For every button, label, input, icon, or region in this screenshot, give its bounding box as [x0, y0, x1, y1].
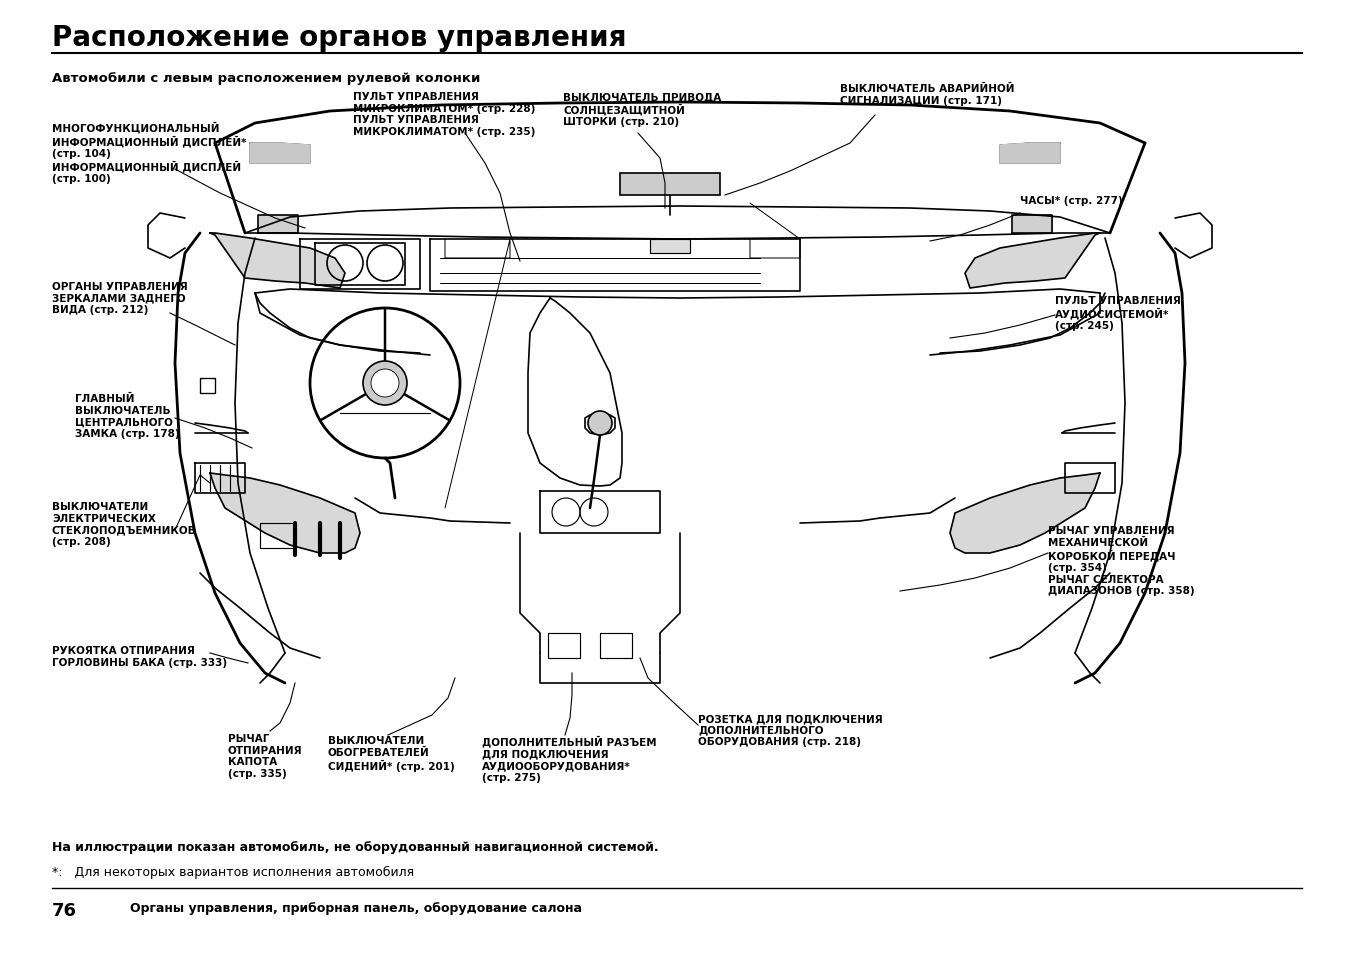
- Polygon shape: [210, 233, 345, 289]
- Text: ОРГАНЫ УПРАВЛЕНИЯ
ЗЕРКАЛАМИ ЗАДНЕГО
ВИДА (стр. 212): ОРГАНЫ УПРАВЛЕНИЯ ЗЕРКАЛАМИ ЗАДНЕГО ВИДА…: [51, 282, 188, 314]
- Polygon shape: [951, 474, 1099, 554]
- Polygon shape: [210, 474, 360, 554]
- Text: ДОПОЛНИТЕЛЬНЫЙ РАЗЪЕМ
ДЛЯ ПОДКЛЮЧЕНИЯ
АУДИООБОРУДОВАНИЯ*
(стр. 275): ДОПОЛНИТЕЛЬНЫЙ РАЗЪЕМ ДЛЯ ПОДКЛЮЧЕНИЯ АУ…: [482, 735, 657, 781]
- Text: МНОГОФУНКЦИОНАЛЬНЫЙ
ИНФОРМАЦИОННЫЙ ДИСПЛЕЙ*
(стр. 104)
ИНФОРМАЦИОННЫЙ ДИСПЛЕЙ
(с: МНОГОФУНКЦИОНАЛЬНЫЙ ИНФОРМАЦИОННЫЙ ДИСПЛ…: [51, 122, 246, 184]
- Polygon shape: [259, 215, 298, 233]
- Text: РОЗЕТКА ДЛЯ ПОДКЛЮЧЕНИЯ
ДОПОЛНИТЕЛЬНОГО
ОБОРУДОВАНИЯ (стр. 218): РОЗЕТКА ДЛЯ ПОДКЛЮЧЕНИЯ ДОПОЛНИТЕЛЬНОГО …: [699, 713, 883, 746]
- Polygon shape: [965, 233, 1099, 289]
- Text: РУКОЯТКА ОТПИРАНИЯ
ГОРЛОВИНЫ БАКА (стр. 333): РУКОЯТКА ОТПИРАНИЯ ГОРЛОВИНЫ БАКА (стр. …: [51, 645, 227, 667]
- Text: Автомобили с левым расположением рулевой колонки: Автомобили с левым расположением рулевой…: [51, 71, 481, 85]
- Text: ЧАСЫ* (стр. 277): ЧАСЫ* (стр. 277): [1020, 195, 1122, 206]
- Text: Расположение органов управления: Расположение органов управления: [51, 24, 627, 52]
- Text: ВЫКЛЮЧАТЕЛИ
ОБОГРЕВАТЕЛЕЙ
СИДЕНИЙ* (стр. 201): ВЫКЛЮЧАТЕЛИ ОБОГРЕВАТЕЛЕЙ СИДЕНИЙ* (стр.…: [328, 735, 455, 771]
- Bar: [620, 173, 720, 195]
- Bar: [650, 240, 691, 253]
- Text: ВЫКЛЮЧАТЕЛЬ ПРИВОДА
СОЛНЦЕЗАЩИТНОЙ
ШТОРКИ (стр. 210): ВЫКЛЮЧАТЕЛЬ ПРИВОДА СОЛНЦЕЗАЩИТНОЙ ШТОРК…: [563, 91, 722, 127]
- Text: ВЫКЛЮЧАТЕЛЬ АВАРИЙНОЙ
СИГНАЛИЗАЦИИ (стр. 171): ВЫКЛЮЧАТЕЛЬ АВАРИЙНОЙ СИГНАЛИЗАЦИИ (стр.…: [839, 84, 1014, 106]
- Circle shape: [363, 361, 408, 406]
- Text: ВЫКЛЮЧАТЕЛИ
ЭЛЕКТРИЧЕСКИХ
СТЕКЛОПОДЪЕМНИКОВ
(стр. 208): ВЫКЛЮЧАТЕЛИ ЭЛЕКТРИЧЕСКИХ СТЕКЛОПОДЪЕМНИ…: [51, 501, 196, 546]
- Text: РЫЧАГ УПРАВЛЕНИЯ
МЕХАНИЧЕСКОЙ
КОРОБКОЙ ПЕРЕДАЧ
(стр. 354)
РЫЧАГ СЕЛЕКТОРА
ДИАПАЗ: РЫЧАГ УПРАВЛЕНИЯ МЕХАНИЧЕСКОЙ КОРОБКОЙ П…: [1048, 525, 1194, 596]
- Polygon shape: [1011, 215, 1052, 233]
- Text: На иллюстрации показан автомобиль, не оборудованный навигационной системой.: На иллюстрации показан автомобиль, не об…: [51, 841, 658, 853]
- Text: Органы управления, приборная панель, оборудование салона: Органы управления, приборная панель, обо…: [130, 901, 582, 914]
- Text: *:   Для некоторых вариантов исполнения автомобиля: *: Для некоторых вариантов исполнения ав…: [51, 865, 414, 878]
- Text: ГЛАВНЫЙ
ВЫКЛЮЧАТЕЛЬ
ЦЕНТРАЛЬНОГО
ЗАМКА (стр. 178): ГЛАВНЫЙ ВЫКЛЮЧАТЕЛЬ ЦЕНТРАЛЬНОГО ЗАМКА (…: [74, 394, 180, 438]
- Text: ПУЛЬТ УПРАВЛЕНИЯ
МИКРОКЛИМАТОМ* (стр. 228)
ПУЛЬТ УПРАВЛЕНИЯ
МИКРОКЛИМАТОМ* (стр.: ПУЛЬТ УПРАВЛЕНИЯ МИКРОКЛИМАТОМ* (стр. 22…: [353, 91, 535, 136]
- Polygon shape: [1001, 144, 1060, 164]
- Text: 76: 76: [51, 901, 77, 919]
- Polygon shape: [250, 144, 310, 164]
- Text: РЫЧАГ
ОТПИРАНИЯ
КАПОТА
(стр. 335): РЫЧАГ ОТПИРАНИЯ КАПОТА (стр. 335): [227, 733, 303, 778]
- Text: ПУЛЬТ УПРАВЛЕНИЯ
АУДИОСИСТЕМОЙ*
(стр. 245): ПУЛЬТ УПРАВЛЕНИЯ АУДИОСИСТЕМОЙ* (стр. 24…: [1055, 295, 1181, 331]
- Circle shape: [588, 412, 612, 436]
- Circle shape: [371, 370, 399, 397]
